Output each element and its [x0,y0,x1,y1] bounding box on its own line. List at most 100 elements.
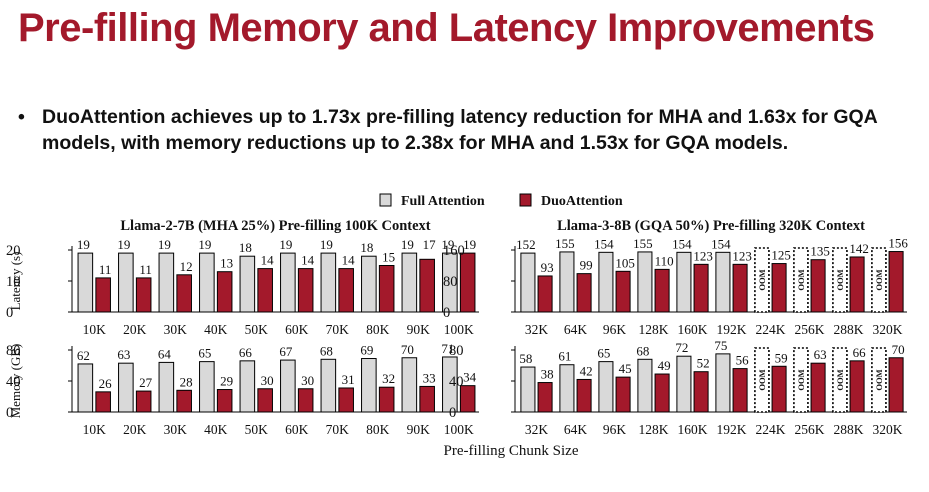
data-label-duoattention: 123 [732,248,752,263]
bar-full-attention [361,358,377,413]
x-tick-label: 192K [717,322,747,337]
bar-duoattention [732,263,748,313]
x-tick-label: 10K [83,422,107,437]
data-label-full-attention: 19 [158,237,171,252]
x-tick-label: 60K [285,322,309,337]
bar-duoattention [257,388,273,413]
bar-full-attention [637,358,653,413]
bar-full-attention [199,252,215,313]
data-label-duoattention: 66 [853,345,867,360]
data-label-full-attention: 18 [360,240,373,255]
bar-duoattention [849,256,865,313]
data-label-full-attention: 154 [711,236,731,251]
oom-label: OOM [874,369,884,390]
y-tick-label: 160 [443,243,465,259]
bar-full-attention [239,360,256,413]
data-label-duoattention: 11 [99,262,112,277]
data-label-full-attention: 19 [279,237,292,252]
bar-full-attention [401,252,418,313]
bar-full-attention [715,353,731,413]
data-label-full-attention: 63 [117,347,130,362]
data-label-duoattention: 26 [99,376,113,391]
bar-duoattention [810,362,826,413]
data-label-full-attention: 68 [320,343,333,358]
bar-full-attention [559,364,575,413]
legend: Full Attention DuoAttention [379,193,623,209]
bar-duoattention [654,373,670,413]
x-tick-label: 320K [873,322,903,337]
x-tick-label: 100K [444,322,474,337]
data-label-duoattention: 42 [580,363,593,378]
x-tick-label: 80K [366,422,390,437]
bar-duoattention [216,271,233,313]
data-label-duoattention: 110 [655,253,674,268]
bar-duoattention [849,360,865,413]
bar-full-attention [637,251,653,313]
data-label-duoattention: 17 [423,237,437,252]
data-label-duoattention: 32 [382,371,395,386]
data-label-duoattention: 29 [220,374,233,389]
bar-duoattention [537,275,553,313]
data-label-full-attention: 64 [158,346,172,361]
data-label-duoattention: 93 [541,260,554,275]
bar-full-attention [598,361,614,413]
x-tick-label: 224K [756,422,786,437]
bar-duoattention [378,386,395,413]
data-label-duoattention: 14 [261,253,275,268]
data-label-duoattention: 11 [139,262,152,277]
y-tick-label: 0 [443,305,450,321]
y-tick-label: 80 [449,343,464,359]
bar-duoattention [459,385,476,413]
data-label-duoattention: 125 [771,248,791,263]
panel-title: Llama-3-8B (GQA 50%) Pre-filling 320K Co… [557,218,865,234]
y-tick-label: 40 [449,374,464,390]
data-label-full-attention: 61 [558,349,571,364]
data-label-full-attention: 62 [77,348,90,363]
x-tick-label: 50K [245,322,269,337]
data-label-full-attention: 67 [279,344,293,359]
data-label-duoattention: 56 [736,353,750,368]
bar-full-attention [401,357,418,413]
bar-duoattention [459,252,476,313]
x-tick-label: 160K [678,322,708,337]
data-label-full-attention: 152 [516,237,536,252]
data-label-full-attention: 66 [239,345,253,360]
bar-full-attention [320,252,337,313]
legend-swatch-duoattention [519,193,532,207]
oom-label: OOM [757,269,767,290]
y-tick-label: 0 [6,405,13,421]
data-label-full-attention: 19 [77,237,90,252]
x-tick-label: 128K [639,422,669,437]
bar-duoattention [537,382,553,413]
data-label-full-attention: 70 [401,342,414,357]
data-label-duoattention: 34 [463,370,477,385]
y-tick-label: 0 [449,405,456,421]
oom-bar [793,347,809,413]
bar-duoattention [378,265,395,313]
data-label-full-attention: 58 [519,351,532,366]
bar-duoattention [654,268,670,313]
legend-label-full-attention: Full Attention [401,194,485,209]
data-label-full-attention: 19 [441,237,454,252]
bar-full-attention [158,252,175,313]
bar-full-attention [118,252,134,313]
bullet-marker: • [18,106,25,128]
bar-full-attention [598,251,614,313]
x-tick-label: 80K [366,322,390,337]
oom-bar [871,347,887,413]
bar-full-attention [520,252,536,313]
x-tick-label: 30K [164,422,188,437]
data-label-duoattention: 12 [180,259,193,274]
x-tick-label: 96K [603,322,627,337]
x-tick-label: 32K [525,322,549,337]
bar-full-attention [520,366,536,413]
slide-title: Pre-filling Memory and Latency Improveme… [18,6,875,50]
data-label-duoattention: 142 [849,241,869,256]
data-label-duoattention: 38 [541,367,554,382]
data-label-full-attention: 69 [360,343,373,358]
oom-bar [793,247,809,313]
bar-full-attention [77,363,94,413]
oom-label: OOM [757,369,767,390]
